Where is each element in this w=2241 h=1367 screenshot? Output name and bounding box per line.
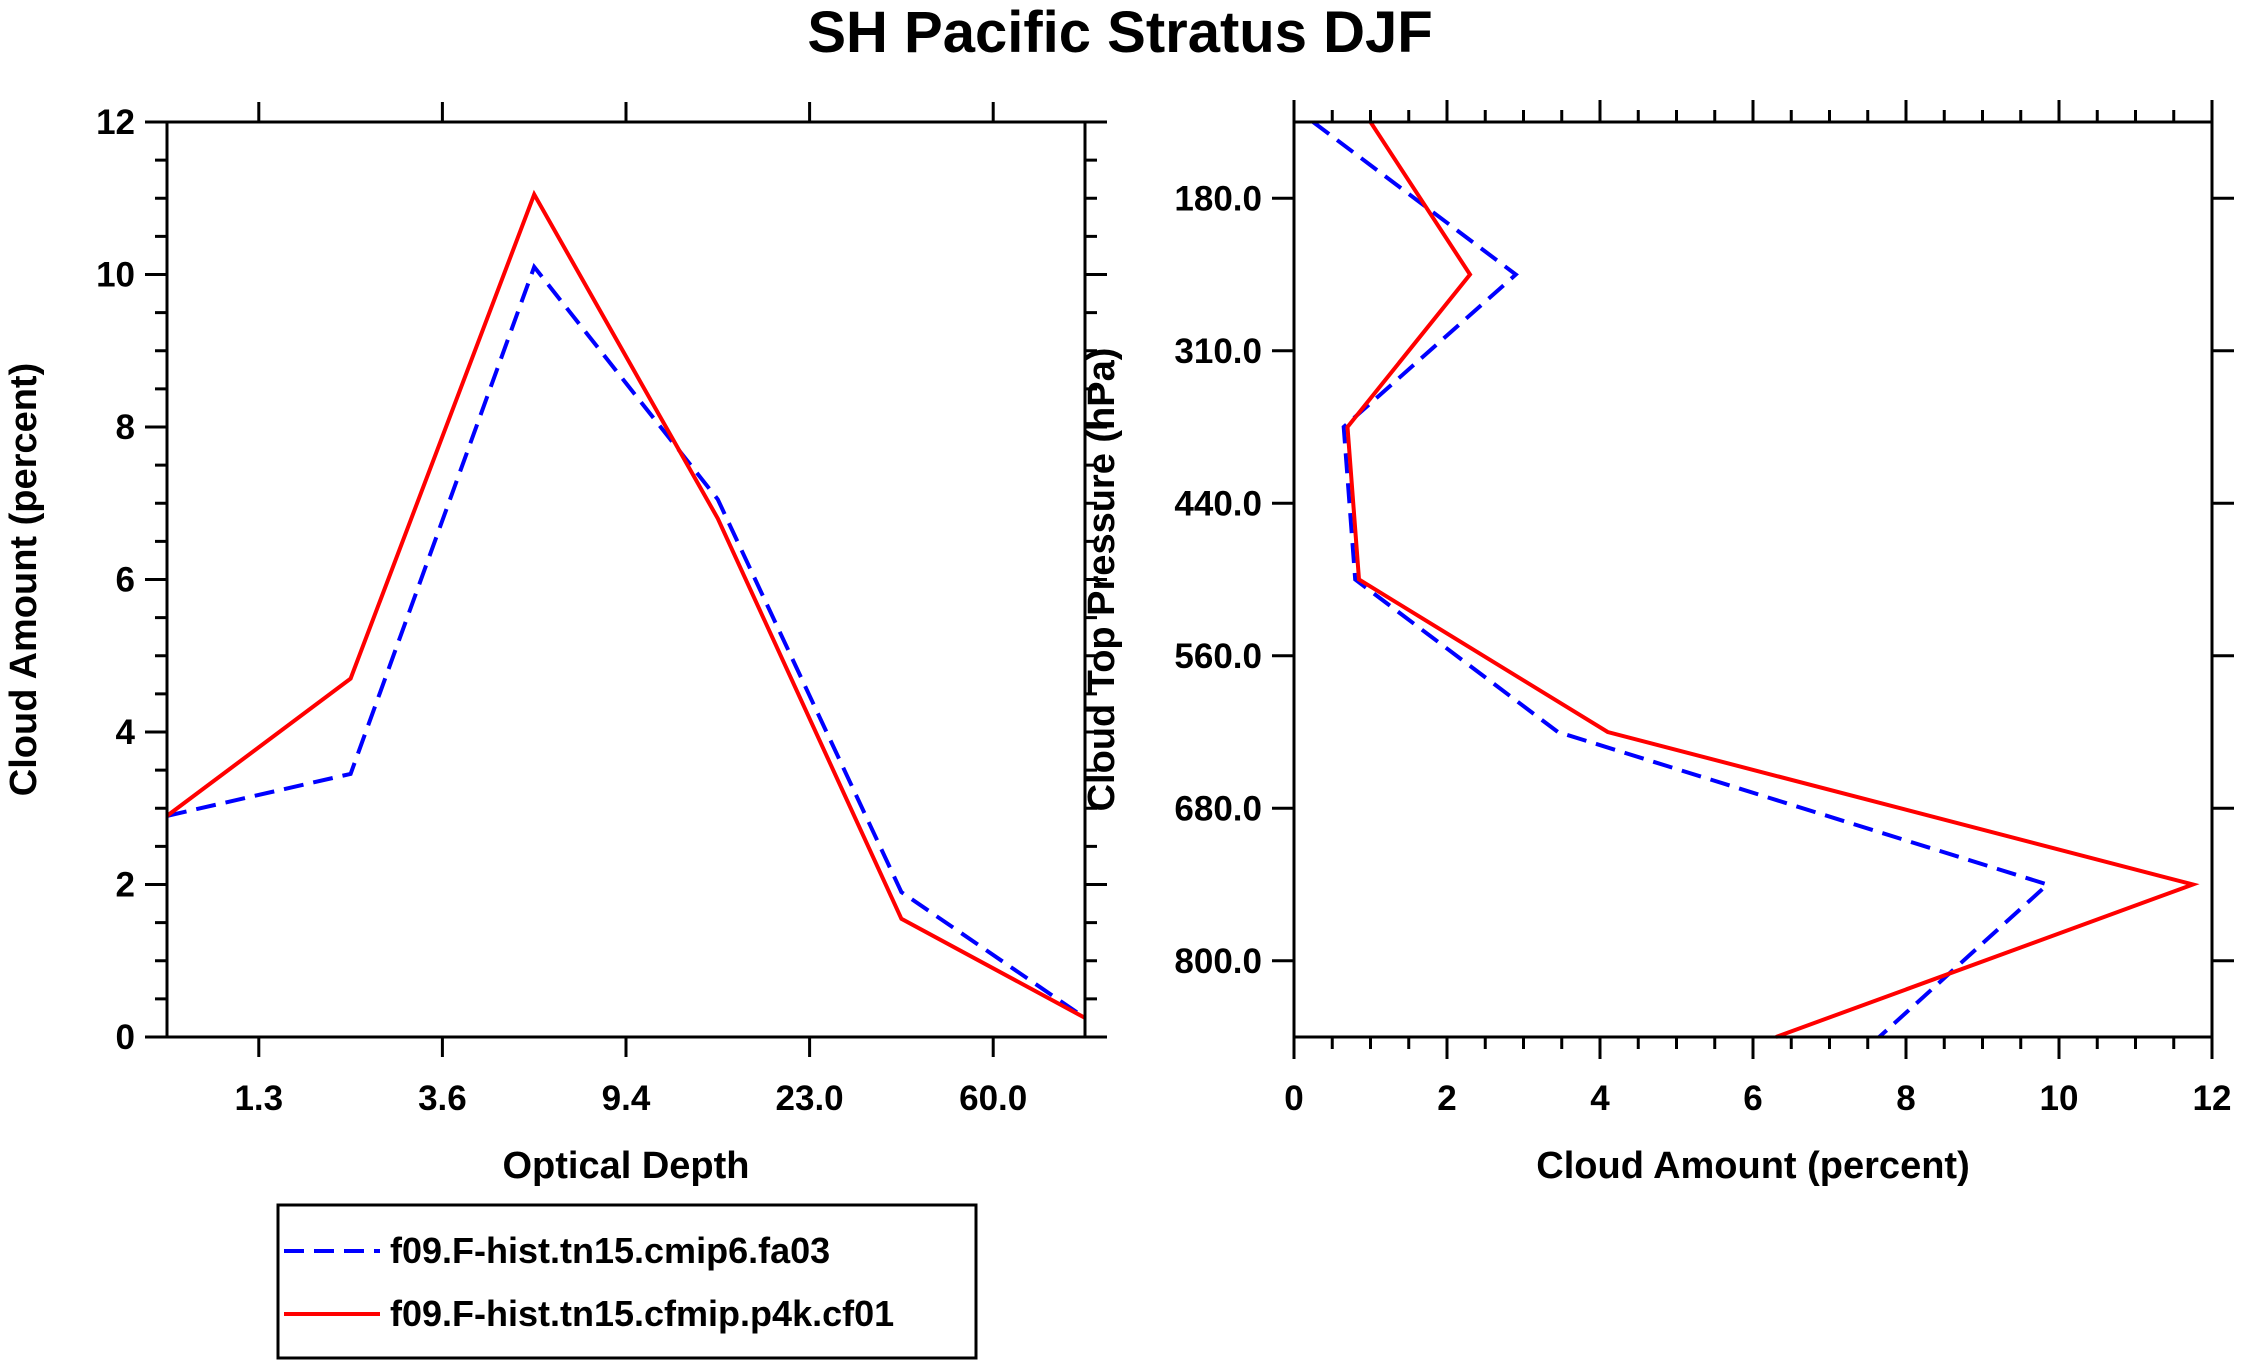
left-x-axis-label: Optical Depth	[502, 1145, 749, 1187]
right-ticks-layer	[1272, 100, 2234, 1059]
chart-title: SH Pacific Stratus DJF	[807, 0, 1432, 65]
left-x-tick-label: 3.6	[418, 1079, 467, 1118]
right-y-tick-label: 180.0	[1174, 179, 1262, 218]
left-y-tick-labels: 0 2 4 6 8 10 12	[96, 103, 135, 1057]
right-x-tick-label: 6	[1743, 1079, 1762, 1118]
right-y-tick-label: 560.0	[1174, 637, 1262, 676]
left-plot-frame	[165, 120, 1087, 1039]
left-y-tick-label: 0	[116, 1018, 135, 1057]
right-series-fa03-line	[1311, 120, 2052, 1039]
left-series-cf01-line	[165, 189, 1086, 1020]
left-y-tick-label: 8	[116, 408, 135, 447]
right-x-tick-label: 2	[1437, 1079, 1456, 1118]
right-x-tick-label: 4	[1590, 1079, 1610, 1118]
legend-box	[276, 1203, 978, 1360]
right-x-tick-label: 0	[1284, 1079, 1303, 1118]
right-y-tick-label: 680.0	[1174, 789, 1262, 828]
right-y-tick-label: 310.0	[1174, 332, 1262, 371]
left-x-tick-label: 9.4	[602, 1079, 651, 1118]
right-x-tick-labels: 0 2 4 6 8 10 12	[1284, 1079, 2231, 1118]
left-x-tick-labels: 1.3 3.6 9.4 23.0 60.0	[234, 1079, 1027, 1118]
left-y-tick-label: 6	[116, 561, 135, 600]
right-y-tick-label: 440.0	[1174, 484, 1262, 523]
right-y-tick-labels: 180.0 310.0 440.0 560.0 680.0 800.0	[1174, 179, 1262, 981]
left-panel-optical-depth: 1.3 3.6 9.4 23.0 60.0 0 2 4 6 8 10 12 Optical Dept…	[3, 102, 1107, 1187]
left-y-tick-label: 2	[116, 866, 135, 905]
left-y-tick-label: 4	[116, 713, 136, 752]
legend-label-cf01: f09.F-hist.tn15.cfmip.p4k.cf01	[390, 1293, 894, 1334]
left-x-tick-label: 23.0	[776, 1079, 844, 1118]
right-x-tick-label: 12	[2193, 1079, 2232, 1118]
right-plot-frame	[1292, 120, 2214, 1039]
left-y-tick-label: 10	[96, 256, 135, 295]
legend: f09.F-hist.tn15.cmip6.fa03 f09.F-hist.tn…	[276, 1203, 978, 1360]
legend-label-fa03: f09.F-hist.tn15.cmip6.fa03	[390, 1230, 830, 1271]
right-y-axis-label: Cloud Top Pressure (hPa)	[1081, 348, 1123, 812]
right-x-axis-label: Cloud Amount (percent)	[1536, 1145, 1969, 1187]
right-x-tick-label: 8	[1896, 1079, 1915, 1118]
left-ticks-layer	[145, 102, 1107, 1057]
left-x-tick-label: 1.3	[234, 1079, 283, 1118]
left-y-tick-label: 12	[96, 103, 135, 142]
right-panel-cloud-top-pressure: 0 2 4 6 8 10 12 180.0 310.0 440.0 560.0 680.0 800.0…	[1081, 100, 2234, 1187]
right-series-cf01-line	[1345, 120, 2200, 1039]
left-series-fa03-line	[166, 262, 1087, 1020]
left-x-tick-label: 60.0	[959, 1079, 1027, 1118]
right-y-tick-label: 800.0	[1174, 942, 1262, 981]
left-y-axis-label: Cloud Amount (percent)	[3, 363, 45, 796]
right-x-tick-label: 10	[2040, 1079, 2079, 1118]
